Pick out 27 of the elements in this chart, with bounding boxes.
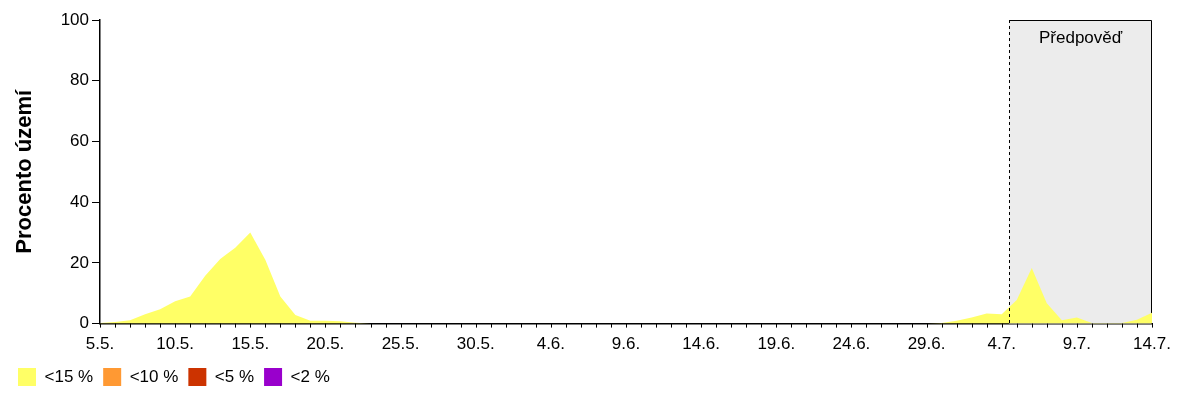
x-tick-label: 19.6. [757, 334, 796, 354]
x-tick-label: 29.6. [907, 334, 946, 354]
x-tick-label: 14.6. [682, 334, 721, 354]
legend-label: <10 % [129, 366, 179, 386]
band-label: Předpověď [1039, 28, 1123, 48]
x-tick-label: 14.7. [1133, 334, 1171, 354]
x-tick-label: 25.5. [381, 334, 420, 354]
x-tick-label: 5.5. [85, 334, 115, 354]
y-tick-label: 100 [60, 9, 89, 29]
y-tick-label: 40 [70, 191, 89, 211]
x-tick-label: 4.6. [536, 334, 566, 354]
x-tick-label: 9.6. [611, 334, 641, 354]
x-tick-label: 4.7. [987, 334, 1016, 354]
x-tick-label: 20.5. [306, 334, 345, 354]
x-tick-label: 9.7. [1062, 334, 1092, 354]
x-tick-label: 10.5. [156, 334, 195, 354]
y-tick-label: 20 [70, 252, 89, 272]
legend-label: <5 % [214, 366, 255, 386]
x-tick-label: 24.6. [832, 334, 871, 354]
legend-label: <15 % [44, 366, 94, 386]
y-tick-label: 60 [70, 131, 89, 151]
x-tick-label: 30.5. [456, 334, 495, 354]
legend-label: <2 % [290, 366, 330, 386]
y-tick-label: 0 [79, 313, 89, 333]
y-axis-title: Procento území [11, 89, 37, 254]
y-tick-label: 80 [70, 70, 89, 90]
x-tick-label: 15.5. [231, 334, 270, 354]
